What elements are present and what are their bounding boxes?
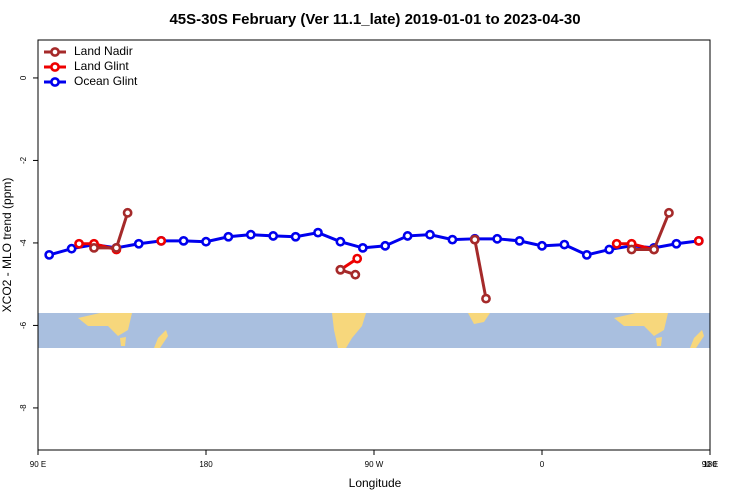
data-point [111, 242, 122, 253]
chart-title: 45S-30S February (Ver 11.1_late) 2019-01… [169, 11, 580, 28]
data-point [559, 239, 570, 250]
legend-label: Land Glint [74, 59, 129, 73]
data-point [89, 242, 99, 253]
data-point [357, 242, 368, 253]
x-tick-label: 180 [703, 460, 717, 469]
data-point [649, 244, 659, 255]
x-tick-label: 90 E [702, 460, 718, 469]
data-point [156, 235, 167, 246]
x-tick-label: 180 [199, 460, 213, 469]
x-tick-label: 90 W [365, 460, 384, 469]
data-point [671, 238, 682, 249]
y-tick-label: -6 [19, 321, 28, 329]
data-point [335, 236, 346, 247]
data-point [447, 234, 458, 245]
y-tick-label: -4 [19, 239, 28, 247]
data-point [469, 234, 480, 245]
data-point [74, 238, 84, 249]
data-point [313, 227, 323, 238]
data-point [245, 229, 256, 240]
data-point [290, 231, 301, 242]
data-point [66, 243, 77, 254]
data-point [626, 244, 637, 255]
data-point [581, 249, 592, 260]
data-point [350, 269, 361, 280]
data-point [122, 207, 133, 218]
data-point [402, 231, 413, 241]
data-point [514, 235, 525, 246]
data-point [425, 229, 435, 240]
data-point [268, 231, 279, 241]
data-point [335, 264, 346, 275]
data-point [492, 233, 503, 244]
x-axis-label: Longitude [349, 476, 402, 490]
data-point [223, 231, 234, 242]
legend-marker [50, 77, 60, 87]
x-tick-label: 0 [540, 460, 545, 469]
data-point [481, 293, 491, 304]
data-point [537, 240, 547, 251]
legend-marker [50, 62, 60, 72]
data-point [664, 207, 674, 218]
legend-label: Ocean Glint [74, 74, 138, 88]
legend-marker [50, 47, 60, 57]
data-point [133, 238, 144, 249]
x-tick-label: 90 E [30, 460, 46, 469]
data-point [178, 235, 189, 246]
data-point [604, 244, 615, 255]
y-tick-label: 0 [19, 75, 28, 80]
data-point [44, 249, 55, 260]
legend-label: Land Nadir [74, 44, 133, 58]
y-axis-label: XCO2 - MLO trend (ppm) [0, 178, 14, 313]
data-point [352, 253, 363, 264]
data-point [611, 238, 622, 249]
y-tick-label: -2 [19, 156, 28, 164]
y-tick-label: -8 [19, 404, 28, 412]
data-point [201, 236, 211, 247]
map-strip [38, 313, 710, 348]
data-point [693, 235, 704, 246]
data-point [380, 240, 391, 251]
